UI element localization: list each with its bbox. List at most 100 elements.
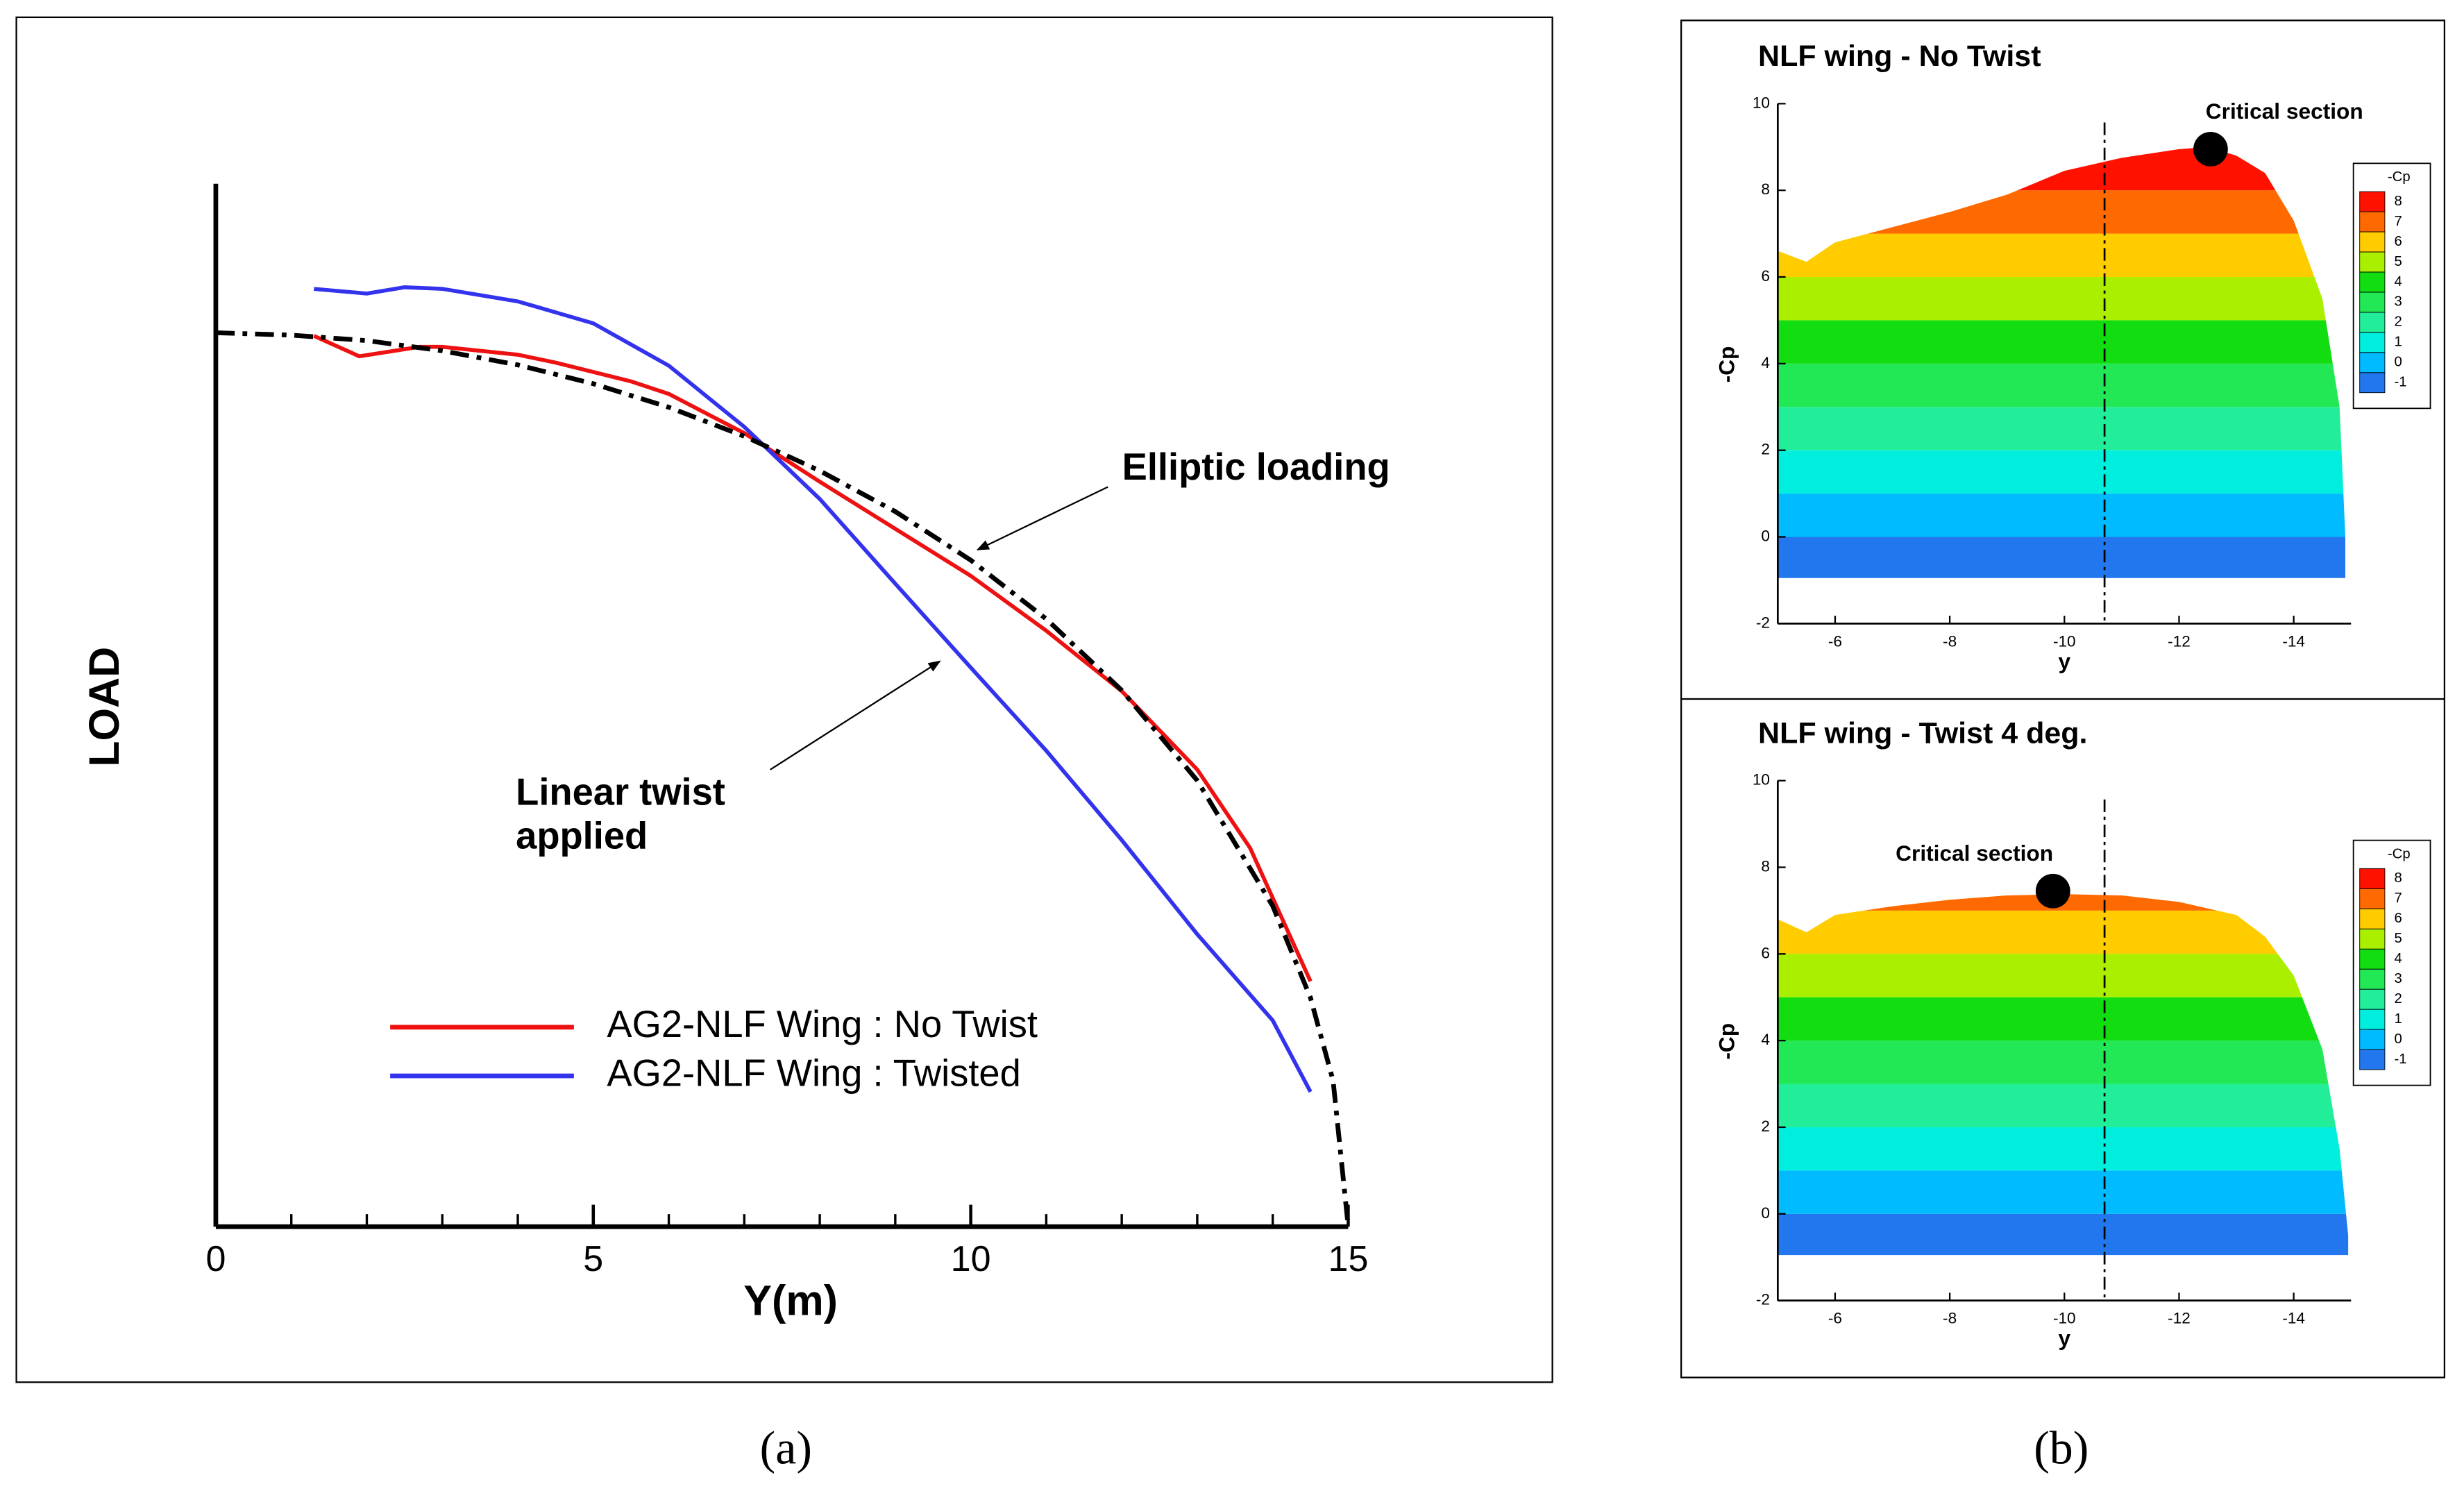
contour-band xyxy=(1778,537,2346,578)
contour-band xyxy=(1778,997,2349,1041)
contour-fill xyxy=(1778,146,2346,578)
colorbar-label: 4 xyxy=(2394,951,2402,966)
colorbar-swatch xyxy=(2359,312,2386,333)
colorbar-swatch xyxy=(2359,948,2386,970)
series-line xyxy=(314,285,1313,1093)
colorbar-swatch xyxy=(2359,928,2386,950)
y-tick-label: 2 xyxy=(1761,441,1770,458)
contour-band xyxy=(1778,1127,2349,1171)
contour-fill xyxy=(1778,781,2351,1256)
x-tick-label: -6 xyxy=(1828,1310,1842,1327)
colorbar-label: -1 xyxy=(2394,375,2406,390)
colorbar-label: 4 xyxy=(2394,274,2402,289)
colorbar-label: 5 xyxy=(2394,254,2402,269)
contour-band xyxy=(1778,190,2346,234)
contour-band xyxy=(1778,910,2349,954)
contour-band xyxy=(1778,363,2346,407)
y-tick-label: 6 xyxy=(1761,944,1770,961)
colorbar-label: 7 xyxy=(2394,214,2402,229)
colorbar-label: 6 xyxy=(2394,911,2402,926)
y-tick-label: 0 xyxy=(1761,1204,1770,1222)
x-axis-label: y xyxy=(2058,648,2070,673)
x-tick-label: -12 xyxy=(2168,632,2191,650)
y-tick-label: 10 xyxy=(1753,94,1770,111)
contour-band xyxy=(1778,1084,2349,1127)
colorbar-label: -1 xyxy=(2394,1052,2406,1067)
contour-band xyxy=(1778,407,2346,450)
colorbar-label: 1 xyxy=(2394,1011,2402,1027)
colorbar-swatch xyxy=(2359,271,2386,293)
y-tick-label: -2 xyxy=(1756,614,1770,631)
contour-band xyxy=(1778,233,2346,278)
x-axis-label: Y(m) xyxy=(743,1276,838,1324)
colorbar-label: 1 xyxy=(2394,335,2402,350)
x-tick-label: 15 xyxy=(1328,1239,1369,1279)
colorbar-swatch xyxy=(2359,352,2386,373)
y-tick-label: 0 xyxy=(1761,527,1770,544)
x-tick-label: -12 xyxy=(2168,1310,2191,1327)
chart-title: NLF wing - No Twist xyxy=(1758,40,2041,73)
annotation: Linear twist xyxy=(516,770,725,813)
x-tick-label: -14 xyxy=(2282,632,2305,650)
colorbar-swatch xyxy=(2359,888,2386,909)
y-tick-label: 2 xyxy=(1761,1118,1770,1135)
y-tick-label: 4 xyxy=(1761,1031,1770,1048)
annotation: Elliptic loading xyxy=(1122,446,1390,488)
colorbar-swatch xyxy=(2359,292,2386,313)
y-axis-label: -Cp xyxy=(1714,1023,1739,1060)
colorbar-swatch xyxy=(2359,1029,2386,1050)
colorbar-swatch xyxy=(2359,968,2386,990)
x-tick-label: -8 xyxy=(1943,632,1957,650)
x-tick-label: -10 xyxy=(2053,632,2076,650)
y-tick-label: 4 xyxy=(1761,354,1770,371)
critical-label: Critical section xyxy=(2206,99,2363,124)
colorbar-swatch xyxy=(2359,908,2386,929)
arrow xyxy=(770,660,941,770)
colorbar-label: 2 xyxy=(2394,314,2402,330)
chart-title: NLF wing - Twist 4 deg. xyxy=(1758,716,2087,750)
caption: (b) xyxy=(2034,1422,2089,1474)
colorbar-swatch xyxy=(2359,211,2386,233)
colorbar-label: 0 xyxy=(2394,1031,2402,1047)
contour-band xyxy=(1778,781,2351,868)
colorbar-label: 3 xyxy=(2394,971,2402,986)
colorbar-swatch xyxy=(2359,868,2386,889)
colorbar-swatch xyxy=(2359,251,2386,273)
contour-band xyxy=(1778,277,2346,321)
y-axis-label: -Cp xyxy=(1714,346,1739,383)
contour-band xyxy=(1778,450,2346,494)
y-tick-label: 10 xyxy=(1753,771,1770,789)
colorbar-label: 7 xyxy=(2394,891,2402,906)
series-line xyxy=(313,334,1313,982)
colorbar-label: 8 xyxy=(2394,870,2402,886)
x-tick-label: 0 xyxy=(205,1239,226,1279)
x-tick-label: -14 xyxy=(2282,1310,2305,1327)
y-tick-label: 8 xyxy=(1761,857,1770,875)
colorbar-swatch xyxy=(2359,231,2386,253)
x-tick-label: 5 xyxy=(583,1239,603,1279)
colorbar-title: -Cp xyxy=(2388,846,2411,861)
colorbar-swatch xyxy=(2359,372,2386,394)
x-tick-label: -6 xyxy=(1828,632,1842,650)
arrow xyxy=(976,486,1108,551)
legend-label: AG2-NLF Wing : No Twist xyxy=(607,1003,1038,1045)
colorbar-label: 8 xyxy=(2394,194,2402,209)
y-tick-label: -2 xyxy=(1756,1291,1770,1308)
colorbar-label: 2 xyxy=(2394,991,2402,1006)
contour-band xyxy=(1778,320,2346,364)
colorbar-label: 3 xyxy=(2394,294,2402,310)
series-line xyxy=(215,330,1351,1227)
contour-band xyxy=(1778,954,2349,997)
critical-point xyxy=(2193,131,2228,167)
colorbar-label: 0 xyxy=(2394,355,2402,370)
y-tick-label: 8 xyxy=(1761,180,1770,198)
x-tick-label: 10 xyxy=(951,1239,991,1279)
caption: (a) xyxy=(760,1422,812,1474)
contour-band xyxy=(1778,1040,2349,1084)
colorbar-swatch xyxy=(2359,1009,2386,1030)
contour-band xyxy=(1778,1213,2349,1256)
y-axis-label: LOAD xyxy=(81,647,128,767)
colorbar-swatch xyxy=(2359,1049,2386,1070)
critical-point xyxy=(2035,873,2070,909)
